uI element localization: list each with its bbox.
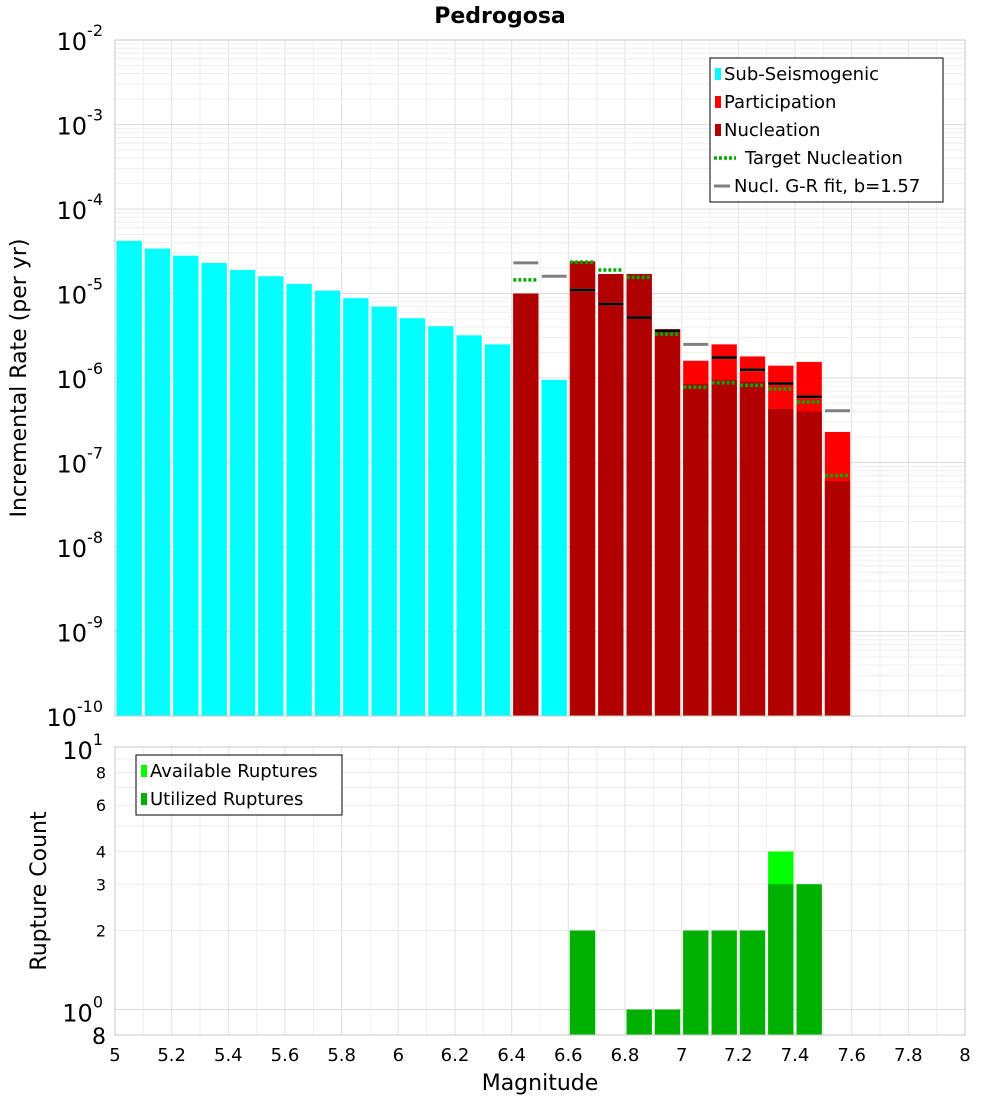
bottom-y-axis-label: Rupture Count (27, 811, 52, 971)
top-y-tick-labels: 10-10 10-9 10-8 10-7 10-6 10-5 10-4 10-3 10-2 (46, 21, 103, 732)
utilized-ruptures-bar (569, 930, 596, 1035)
top-y-tick-label: 10-8 (57, 528, 104, 563)
sub-seismogenic-bar (456, 335, 482, 716)
top-y-tick-label: 10-5 (57, 275, 104, 310)
utilized-ruptures-bar (739, 930, 766, 1035)
top-legend-label: Participation (724, 92, 836, 113)
x-tick-label: 7.6 (837, 1045, 866, 1066)
bottom-y-minor-tick-label: 2 (96, 922, 106, 941)
bottom-bars (569, 851, 822, 1035)
x-tick-label: 7.8 (894, 1045, 923, 1066)
nucleation-bar (683, 383, 709, 716)
top-legend-label: Nucleation (724, 120, 820, 141)
x-tick-labels: 5 5.2 5.4 5.6 5.8 6 6.2 6.4 6.6 6.8 7 7.2 7.4 7.6 7.8 8 (109, 1045, 970, 1066)
sub-seismogenic-bar (258, 276, 284, 716)
bottom-legend-swatch (141, 793, 147, 805)
x-tick-label: 5.6 (271, 1045, 300, 1066)
x-tick-label: 6.8 (611, 1045, 640, 1066)
x-tick-label: 6.2 (441, 1045, 470, 1066)
top-y-tick-label: 10-3 (57, 106, 104, 141)
utilized-ruptures-bar (711, 930, 737, 1035)
bottom-y-major-tick-label: 101 (62, 730, 103, 765)
top-grid (114, 40, 966, 717)
utilized-ruptures-bar (654, 1009, 681, 1035)
sub-seismogenic-bar (371, 306, 397, 716)
sub-seismogenic-bar (229, 269, 256, 716)
top-marks (513, 260, 850, 478)
bottom-y-minor-tick-label: 8 (92, 1025, 106, 1050)
x-tick-label: 8 (959, 1045, 970, 1066)
top-y-tick-label: 10-4 (57, 190, 104, 225)
sub-seismogenic-bar (314, 290, 341, 716)
bottom-legend: Available Ruptures Utilized Ruptures (135, 754, 343, 816)
nucleation-bar (513, 293, 539, 716)
sub-seismogenic-bar (116, 240, 142, 716)
nucleation-bar (626, 274, 652, 716)
x-tick-label: 6.6 (554, 1045, 583, 1066)
utilized-ruptures-bar (626, 1009, 652, 1035)
top-y-tick-label: 10-10 (46, 697, 103, 732)
nucleation-bar (796, 411, 822, 716)
x-tick-label: 5.2 (157, 1045, 186, 1066)
x-tick-label: 7 (676, 1045, 687, 1066)
utilized-ruptures-bar (796, 884, 822, 1035)
sub-seismogenic-bar (286, 283, 312, 716)
top-plot-frame (114, 39, 966, 717)
top-y-axis-label: Incremental Rate (per yr) (7, 239, 32, 518)
x-tick-label: 6.4 (497, 1045, 526, 1066)
top-legend-swatch (715, 96, 721, 108)
x-tick-label: 6 (393, 1045, 404, 1066)
sub-seismogenic-bar (399, 318, 426, 716)
bottom-plot-frame (114, 746, 966, 1036)
bottom-y-minor-tick-label: 8 (96, 763, 106, 782)
nucleation-bar (654, 329, 681, 716)
nucleation-bar (711, 379, 737, 716)
top-legend-box (709, 57, 944, 203)
x-tick-label: 5.8 (327, 1045, 356, 1066)
chart-title: Pedrogosa (434, 4, 566, 29)
sub-seismogenic-bar (428, 326, 454, 716)
bottom-legend-swatch (141, 765, 147, 777)
top-y-tick-label: 10-2 (57, 21, 104, 56)
top-legend-label: Target Nucleation (744, 148, 903, 169)
bottom-legend-label: Utilized Ruptures (150, 789, 303, 810)
bottom-y-minor-tick-label: 4 (96, 842, 106, 861)
x-axis-label: Magnitude (482, 1071, 599, 1096)
sub-seismogenic-bar (541, 379, 567, 716)
nucleation-bar (768, 408, 794, 716)
x-tick-label: 7.2 (724, 1045, 753, 1066)
top-y-tick-label: 10-7 (57, 444, 104, 479)
bottom-legend-box (135, 754, 343, 816)
bottom-legend-label: Available Ruptures (150, 761, 318, 782)
sub-seismogenic-bar (173, 255, 199, 716)
top-y-tick-label: 10-9 (57, 613, 104, 648)
bottom-y-minor-tick-label: 6 (96, 796, 106, 815)
top-legend-label: Sub-Seismogenic (724, 64, 879, 85)
utilized-ruptures-bar (768, 884, 794, 1035)
sub-seismogenic-bar (484, 344, 511, 716)
top-bars (116, 240, 851, 716)
x-tick-label: 5.4 (214, 1045, 243, 1066)
sub-seismogenic-bar (343, 298, 369, 716)
nucleation-bar (569, 261, 596, 716)
bottom-y-major-tick-label: 100 (62, 993, 103, 1028)
top-legend: Sub-Seismogenic Participation Nucleation Ta… (709, 57, 944, 203)
nucleation-bar (824, 481, 851, 716)
top-legend-label: Nucl. G-R fit, b=1.57 (734, 176, 920, 197)
nucleation-bar (739, 381, 766, 716)
bottom-y-minor-tick-label: 3 (96, 875, 106, 894)
x-tick-label: 7.4 (781, 1045, 810, 1066)
x-tick-label: 5 (109, 1045, 120, 1066)
top-legend-swatch (715, 68, 721, 80)
utilized-ruptures-bar (683, 930, 709, 1035)
top-legend-swatch (715, 124, 721, 136)
nucleation-bar (598, 274, 624, 716)
top-y-tick-label: 10-6 (57, 359, 104, 394)
sub-seismogenic-bar (144, 248, 171, 716)
sub-seismogenic-bar (201, 262, 227, 716)
